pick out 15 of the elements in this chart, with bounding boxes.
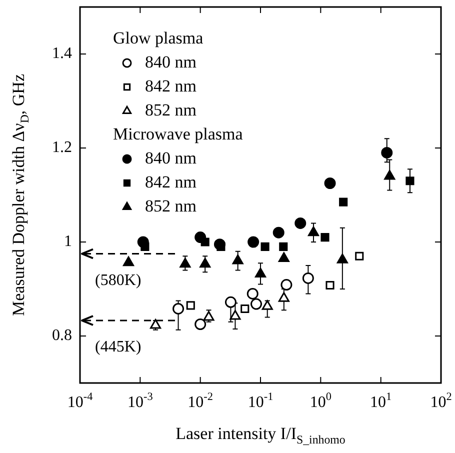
- legend-label: 852 nm: [145, 100, 196, 120]
- y-axis-title: Measured Doppler width ΔνD, GHz: [9, 74, 32, 316]
- annotation: Glow plasma: [113, 28, 204, 48]
- legend-label: 840 nm: [145, 52, 196, 72]
- y-tick-label: 1.2: [52, 139, 72, 156]
- y-tick-label: 1.4: [52, 45, 72, 62]
- ref-line-label: (580K): [95, 272, 142, 289]
- ref-line-label: (445K): [95, 338, 142, 356]
- y-tick-label: 0.8: [52, 327, 72, 344]
- annotation: Microwave plasma: [113, 124, 244, 144]
- legend-label: 842 nm: [145, 172, 196, 192]
- y-tick-label: 1: [64, 233, 72, 250]
- legend-label: 842 nm: [145, 76, 196, 96]
- legend-label: 852 nm: [145, 196, 196, 216]
- legend-label: 840 nm: [145, 148, 196, 168]
